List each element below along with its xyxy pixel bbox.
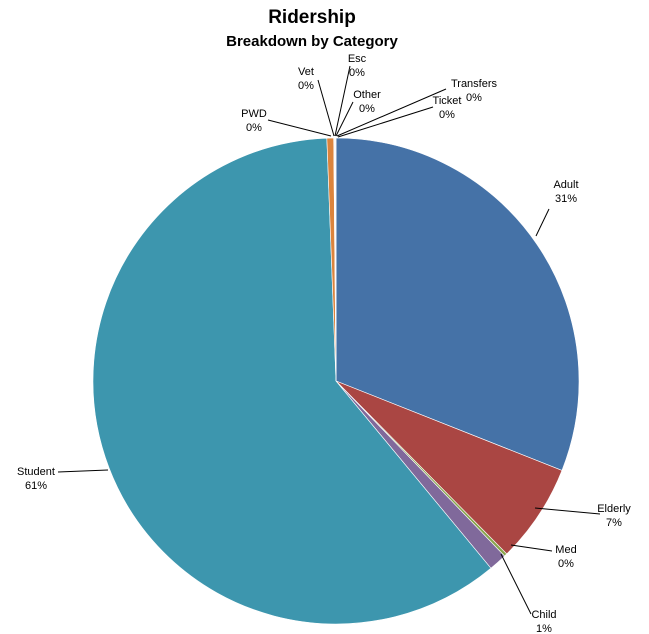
leader-line-esc <box>334 65 351 137</box>
leader-line-vet <box>317 79 335 137</box>
slice-label-percent-child: 1% <box>536 623 552 634</box>
leader-line-adult <box>535 208 550 237</box>
slice-label-percent-esc: 0% <box>349 67 365 79</box>
leader-line-transfers <box>336 88 447 137</box>
slice-label-percent-med: 0% <box>558 558 574 570</box>
slice-label-percent-elderly: 7% <box>606 517 622 529</box>
leader-line-pwd <box>267 119 332 137</box>
chart-title: Ridership <box>268 7 356 28</box>
leader-line-med <box>510 544 553 552</box>
leader-line-ticket <box>337 106 434 138</box>
leader-line-child <box>500 553 532 615</box>
slice-label-name-other: Other <box>353 89 381 101</box>
slice-label-name-ticket: Ticket <box>433 95 462 107</box>
leader-line-student <box>57 469 109 473</box>
slice-label-name-transfers: Transfers <box>451 78 498 90</box>
slice-label-percent-transfers: 0% <box>466 92 482 104</box>
slice-label-name-esc: Esc <box>348 53 367 65</box>
slice-label-name-pwd: PWD <box>241 108 267 120</box>
pie-slices <box>92 137 580 625</box>
slice-label-percent-adult: 31% <box>555 193 577 205</box>
pie-slice-student <box>92 137 492 625</box>
slice-label-percent-ticket: 0% <box>439 109 455 121</box>
slice-label-percent-student: 61% <box>25 480 47 492</box>
slice-label-percent-vet: 0% <box>298 80 314 92</box>
slice-label-name-student: Student <box>17 466 55 478</box>
slice-label-name-vet: Vet <box>298 66 314 78</box>
slice-label-name-med: Med <box>555 544 576 556</box>
chart-subtitle: Breakdown by Category <box>226 33 398 50</box>
slice-label-percent-other: 0% <box>359 103 375 115</box>
leader-line-other <box>335 101 354 137</box>
slice-label-name-child: Child <box>531 609 556 621</box>
slice-labels: Adult 31% Elderly 7% Med 0% Child 1% Student 61% P… <box>17 53 631 634</box>
leader-line-elderly <box>534 507 601 515</box>
slice-label-percent-pwd: 0% <box>246 122 262 134</box>
slice-label-name-elderly: Elderly <box>597 503 631 515</box>
label-leader-lines <box>57 65 601 615</box>
pie-slice-adult <box>335 137 580 471</box>
slice-label-name-adult: Adult <box>553 179 578 191</box>
